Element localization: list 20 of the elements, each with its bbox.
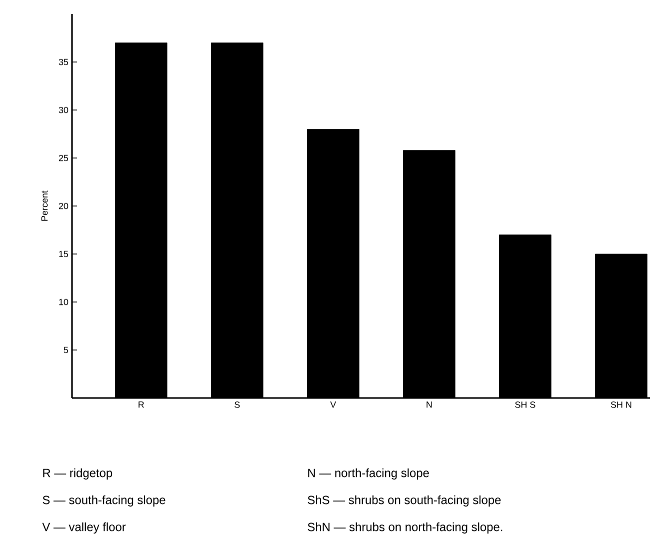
y-tick-label: 30 <box>58 106 68 114</box>
x-tick-label: S <box>234 402 240 408</box>
x-tick-label: V <box>330 402 336 408</box>
x-tick-label: SH S <box>515 402 536 408</box>
y-tick-label: 20 <box>58 202 68 210</box>
text: ShN — shrubs on north-facing slope. <box>308 522 502 534</box>
text: V — valley floor <box>42 522 126 534</box>
text: S — south-facing slope <box>42 495 166 507</box>
y-axis-title: Percent <box>41 190 48 221</box>
x-tick-label: N <box>426 402 432 408</box>
x-tick-label: R <box>138 402 144 408</box>
y-tick-label: 5 <box>64 346 68 354</box>
text: ShS — shrubs on south-facing slope <box>308 495 501 507</box>
y-tick-label: 10 <box>59 298 68 306</box>
x-tick-label: SH N <box>610 402 632 408</box>
y-tick-label: 35 <box>58 58 68 66</box>
y-tick-label: 25 <box>58 154 68 162</box>
text: R — ridgetop <box>43 468 112 480</box>
text: N — north-facing slope <box>308 468 429 480</box>
y-tick-label: 15 <box>59 250 68 258</box>
